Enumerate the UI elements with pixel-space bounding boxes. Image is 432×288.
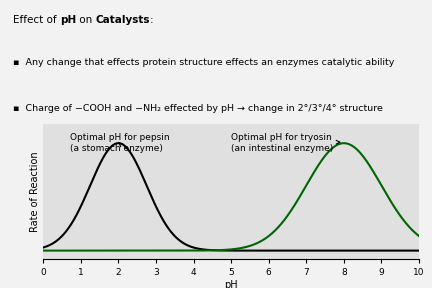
Text: on: on — [76, 14, 95, 24]
X-axis label: pH: pH — [224, 280, 238, 288]
Y-axis label: Rate of Reaction: Rate of Reaction — [30, 151, 41, 232]
Text: ▪  Charge of −COOH and −NH₂ effected by pH → change in 2°/3°/4° structure: ▪ Charge of −COOH and −NH₂ effected by p… — [13, 104, 383, 113]
Text: pH: pH — [60, 14, 76, 24]
Text: ▪  Any change that effects protein structure effects an enzymes catalytic abilit: ▪ Any change that effects protein struct… — [13, 58, 394, 67]
Text: Optimal pH for pepsin
(a stomach enzyme): Optimal pH for pepsin (a stomach enzyme) — [70, 133, 169, 153]
Text: Optimal pH for tryosin
(an intestinal enzyme): Optimal pH for tryosin (an intestinal en… — [231, 133, 340, 153]
Text: Effect of: Effect of — [13, 14, 60, 24]
Text: Catalysts: Catalysts — [95, 14, 150, 24]
Text: :: : — [150, 14, 154, 24]
